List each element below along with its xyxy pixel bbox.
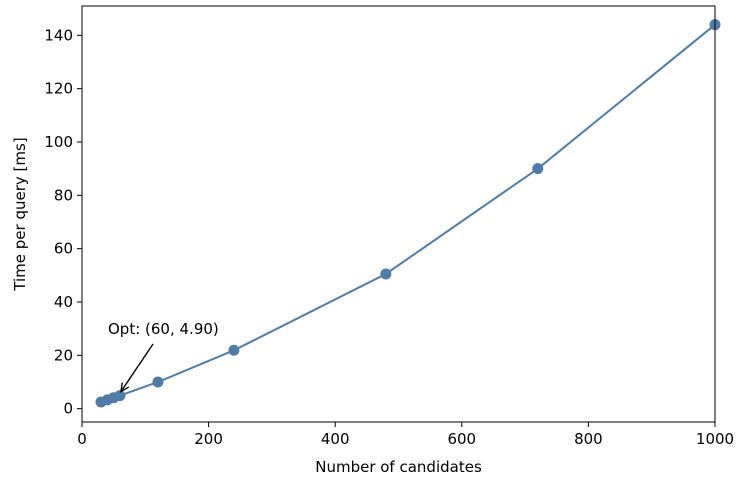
y-axis-ticks: 0 20 40 60 80 100 120 140	[44, 26, 82, 418]
y-tick-label: 60	[54, 240, 73, 258]
x-tick-label: 800	[574, 430, 603, 448]
data-point	[152, 376, 164, 388]
series-line	[100, 23, 716, 403]
y-tick-label: 100	[44, 133, 73, 151]
y-tick-label: 80	[54, 186, 73, 204]
y-tick-label: 140	[44, 26, 73, 44]
y-tick-label: 20	[54, 346, 73, 364]
y-tick-label: 120	[44, 80, 73, 98]
plot-frame	[81, 5, 716, 423]
data-point	[380, 268, 392, 280]
x-tick-label: 200	[194, 430, 223, 448]
annotation-text: Opt: (60, 4.90)	[108, 320, 219, 338]
annotation-arrow	[120, 343, 154, 392]
y-tick-label: 40	[54, 293, 73, 311]
x-axis-ticks: 0 200 400 600 800 1000	[77, 422, 734, 448]
plot-area	[95, 19, 721, 408]
x-tick-label: 0	[77, 430, 87, 448]
x-tick-label: 600	[447, 430, 476, 448]
y-tick-label: 0	[63, 400, 73, 418]
y-axis-label: Time per query [ms]	[11, 137, 29, 291]
data-point	[114, 390, 126, 402]
x-axis-label: Number of candidates	[315, 458, 482, 476]
x-tick-label: 400	[321, 430, 350, 448]
annotation-arrowhead	[120, 382, 130, 393]
data-point	[532, 163, 544, 175]
annotation: Opt: (60, 4.90)	[108, 320, 219, 393]
data-point	[228, 344, 240, 356]
x-tick-label: 1000	[696, 430, 734, 448]
